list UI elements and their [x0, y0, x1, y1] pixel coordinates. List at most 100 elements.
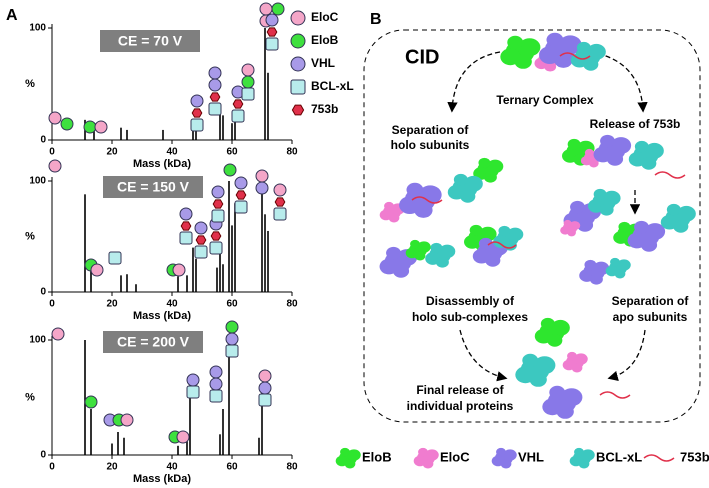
protein-part [469, 224, 483, 236]
x-tick-label: 0 [49, 299, 55, 310]
protein-part [554, 52, 573, 68]
glyph [208, 66, 222, 80]
y-tick-label: 100 [29, 23, 46, 34]
ligand [599, 391, 631, 399]
glyph [186, 373, 200, 387]
glyph [209, 92, 221, 102]
glyph [195, 235, 207, 245]
glyph [255, 181, 269, 195]
protein-part [589, 273, 603, 285]
step-label: Final release of [416, 383, 504, 397]
x-tick-label: 0 [49, 462, 55, 473]
protein-part [425, 449, 439, 461]
glyph [266, 27, 278, 37]
step-label: apo subunits [613, 310, 688, 324]
ligand [654, 171, 686, 179]
protein-part [435, 256, 449, 268]
protein-part [600, 134, 615, 148]
x-tick-label: 40 [166, 462, 178, 473]
protein [627, 220, 666, 252]
protein-part [641, 157, 657, 170]
glyph [186, 385, 200, 399]
legend-label: 753b [311, 102, 338, 116]
protein-part [392, 264, 410, 278]
glyph [210, 231, 222, 241]
annotation: CE = 150 V [117, 179, 190, 195]
protein-part [406, 182, 424, 197]
protein-part [453, 173, 468, 186]
protein [593, 134, 632, 166]
protein-part [586, 43, 606, 60]
glyph [211, 209, 225, 223]
protein-part [550, 319, 570, 336]
protein [570, 41, 606, 71]
protein-part [618, 221, 631, 232]
protein-part [584, 148, 594, 157]
protein [628, 140, 664, 170]
x-tick-label: 20 [106, 462, 118, 473]
glyph [179, 207, 193, 221]
protein-part [614, 269, 626, 279]
protein-part [460, 190, 476, 203]
step-label: Separation of [612, 294, 690, 308]
protein-part [478, 157, 491, 168]
y-tick-label: 0 [40, 450, 46, 461]
protein-part [576, 41, 591, 54]
legend-label: EloC [440, 449, 470, 464]
x-tick-label: 20 [106, 147, 118, 158]
legend-label: BCL-xL [311, 79, 354, 93]
glyph [258, 369, 272, 383]
glyph [225, 320, 239, 334]
glyph [108, 251, 122, 265]
glyph [209, 389, 223, 403]
glyph [290, 79, 306, 95]
protein [493, 225, 524, 251]
legend-label: BCL-xL [596, 449, 642, 464]
protein-part [574, 353, 588, 365]
protein-part [485, 254, 501, 267]
glyph [290, 33, 306, 49]
glyph [265, 13, 279, 27]
protein-part [518, 38, 541, 57]
x-tick-label: 60 [226, 462, 238, 473]
step-label: Release of 753b [590, 117, 681, 131]
glyph [225, 344, 239, 358]
annotation-box [103, 331, 203, 353]
protein [473, 157, 504, 183]
protein-part [507, 35, 524, 50]
protein-part [556, 404, 574, 419]
annotation: CE = 200 V [117, 334, 190, 350]
protein-part [563, 219, 572, 227]
protein-part [347, 449, 361, 461]
protein-part [558, 35, 582, 55]
glyph [179, 231, 193, 245]
panel-label: B [370, 11, 382, 28]
glyph [212, 199, 224, 209]
protein-part [463, 175, 483, 192]
glyph [234, 176, 248, 190]
glyph [83, 120, 97, 134]
glyph [172, 263, 186, 277]
glyph [290, 10, 306, 26]
protein [379, 246, 418, 278]
protein-part [340, 447, 350, 457]
protein [605, 257, 631, 279]
protein-part [522, 353, 539, 367]
protein [539, 32, 582, 68]
glyph [208, 78, 222, 92]
protein-part [584, 259, 597, 270]
annotation-box [103, 176, 203, 198]
glyph [273, 207, 287, 221]
glyph [232, 99, 244, 109]
x-tick-label: 60 [226, 299, 238, 310]
step-label: individual proteins [407, 399, 514, 413]
protein-part [676, 205, 696, 222]
glyph [223, 163, 237, 177]
glyph [265, 37, 279, 51]
x-axis-label: Mass (kDa) [133, 158, 191, 170]
protein-part [414, 251, 426, 261]
glyph [211, 185, 225, 199]
x-axis-label: Mass (kDa) [133, 310, 191, 322]
protein-part [593, 188, 607, 200]
glyph [209, 241, 223, 255]
